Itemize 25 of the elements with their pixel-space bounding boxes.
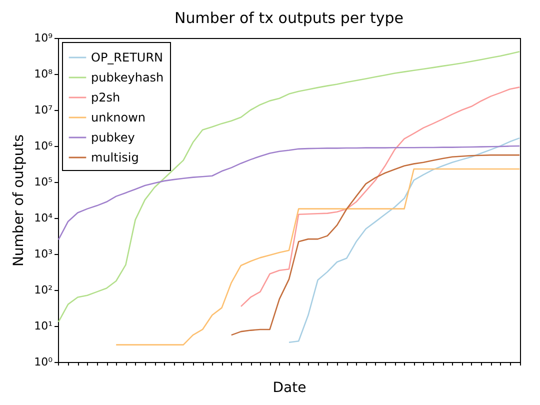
line-series bbox=[58, 51, 520, 323]
y-tick-label: 10⁴ bbox=[34, 212, 54, 224]
line-series bbox=[115, 168, 520, 346]
y-tick-label: 10⁵ bbox=[34, 176, 52, 188]
legend-label: pubkey bbox=[91, 130, 135, 144]
y-axis-title: Number of outputs bbox=[11, 134, 28, 267]
y-tick-label: 10⁰ bbox=[34, 356, 54, 368]
legend-label: OP_RETURN bbox=[91, 50, 164, 64]
chart-title: Number of tx outputs per type bbox=[174, 9, 404, 27]
y-tick-label: 10² bbox=[34, 284, 52, 296]
y-tick-label: 10¹ bbox=[34, 320, 52, 332]
y-tick-label: 10⁸ bbox=[34, 68, 54, 80]
legend-label: unknown bbox=[91, 110, 146, 124]
line-series bbox=[230, 154, 520, 336]
line-series bbox=[58, 145, 520, 240]
y-tick-label: 10³ bbox=[34, 248, 52, 260]
line-series bbox=[288, 137, 520, 344]
line-series bbox=[240, 86, 520, 308]
legend-label: pubkeyhash bbox=[91, 70, 164, 84]
y-tick-label: 10⁷ bbox=[34, 104, 52, 116]
x-axis-title: Date bbox=[272, 380, 306, 396]
legend-label: multisig bbox=[91, 150, 139, 164]
y-tick-label: 10⁶ bbox=[34, 140, 54, 152]
y-tick-label: 10⁹ bbox=[34, 32, 52, 44]
legend-label: p2sh bbox=[91, 90, 120, 104]
